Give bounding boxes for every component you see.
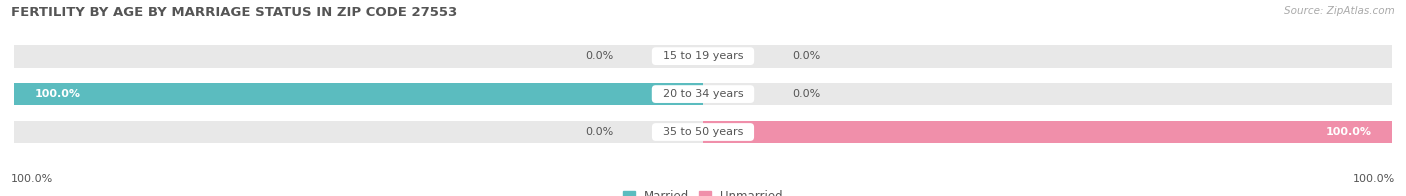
Bar [14, 83, 703, 105]
Text: 0.0%: 0.0% [585, 127, 613, 137]
Bar [703, 121, 1392, 143]
Bar [703, 45, 1392, 68]
Text: FERTILITY BY AGE BY MARRIAGE STATUS IN ZIP CODE 27553: FERTILITY BY AGE BY MARRIAGE STATUS IN Z… [11, 6, 457, 19]
Text: 100.0%: 100.0% [11, 174, 53, 184]
Text: 20 to 34 years: 20 to 34 years [655, 89, 751, 99]
Bar [703, 83, 1392, 105]
Bar [14, 83, 703, 105]
Text: 0.0%: 0.0% [585, 51, 613, 61]
Bar [14, 45, 703, 68]
Text: Source: ZipAtlas.com: Source: ZipAtlas.com [1284, 6, 1395, 16]
Bar [703, 121, 1392, 143]
Legend: Married, Unmarried: Married, Unmarried [619, 186, 787, 196]
Text: 35 to 50 years: 35 to 50 years [655, 127, 751, 137]
Text: 100.0%: 100.0% [35, 89, 80, 99]
Text: 100.0%: 100.0% [1353, 174, 1395, 184]
Text: 100.0%: 100.0% [1326, 127, 1371, 137]
Text: 0.0%: 0.0% [793, 51, 821, 61]
Text: 15 to 19 years: 15 to 19 years [655, 51, 751, 61]
Bar [14, 121, 703, 143]
Text: 0.0%: 0.0% [793, 89, 821, 99]
